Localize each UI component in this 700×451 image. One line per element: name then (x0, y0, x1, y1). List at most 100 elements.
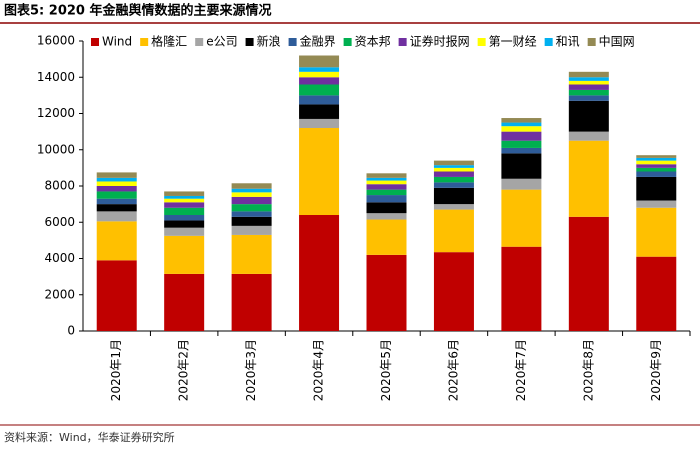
bar-segment (366, 180, 407, 185)
bar-segment (299, 55, 340, 68)
x-tick-label: 2020年4月 (312, 339, 326, 401)
bar-segment (501, 178, 542, 190)
bar-segment (231, 225, 272, 235)
bar-segment (501, 131, 542, 141)
bar-segment (164, 198, 205, 203)
bar-segment (231, 188, 272, 193)
legend-swatch (288, 38, 297, 46)
bar-segment (164, 207, 205, 215)
bar-segment (366, 189, 407, 196)
bar-segment (568, 84, 609, 90)
bar-segment (299, 77, 340, 85)
bar-segment (501, 126, 542, 132)
bar-segment (568, 89, 609, 96)
bar-segment (433, 204, 474, 210)
bar-segment (501, 122, 542, 127)
y-tick-label: 2000 (44, 287, 75, 301)
bar-segment (433, 165, 474, 168)
source-note: 资料来源：Wind，华泰证券研究所 (4, 430, 175, 444)
y-tick-label: 6000 (44, 215, 75, 229)
bar-segment (96, 260, 137, 331)
bar-segment (164, 191, 205, 196)
legend-label: 新浪 (257, 34, 281, 49)
x-tick-label: 2020年8月 (581, 339, 595, 401)
bar-segment (299, 215, 340, 331)
bar-segment (433, 187, 474, 205)
bar-segment (96, 186, 137, 192)
legend-label: 金融界 (300, 34, 336, 49)
bar-segment (366, 254, 407, 331)
legend-label: 和讯 (556, 35, 580, 49)
bar-segment (568, 77, 609, 81)
bar-segment (366, 195, 407, 203)
legend-swatch (398, 38, 407, 46)
bar-segment (433, 182, 474, 188)
bar-segment (96, 211, 137, 222)
legend-swatch (91, 38, 99, 46)
bar-segment (433, 171, 474, 177)
bar-segment (636, 200, 677, 208)
bar-segment (568, 140, 609, 217)
bar-segment (299, 84, 340, 96)
bar-segment (366, 202, 407, 214)
bar-segment (164, 220, 205, 228)
bar-segment (636, 207, 677, 257)
legend-swatch (140, 38, 149, 46)
legend-swatch (587, 38, 596, 46)
legend-label: 第一财经 (489, 35, 537, 49)
legend-swatch (343, 38, 352, 46)
x-tick-label: 2020年7月 (514, 339, 528, 401)
bar-segment (231, 234, 272, 274)
bar-segment (433, 176, 474, 183)
bar-segment (96, 198, 137, 205)
bar-segment (164, 202, 205, 208)
x-tick-label: 2020年5月 (379, 339, 393, 401)
x-tick-label: 2020年3月 (244, 339, 258, 401)
y-tick-label: 8000 (44, 179, 75, 193)
bar-segment (636, 171, 677, 177)
bar-segment (568, 80, 609, 85)
bar-segment (501, 140, 542, 148)
bar-segment (568, 100, 609, 132)
bar-segment (96, 191, 137, 199)
bar-segment (231, 273, 272, 331)
bar-segment (366, 177, 407, 181)
bar-segment (501, 118, 542, 123)
y-tick-label: 14000 (37, 70, 75, 84)
x-tick-label: 2020年2月 (177, 339, 191, 401)
legend-label: 中国网 (599, 34, 635, 49)
legend-swatch (245, 38, 254, 46)
bar-segment (366, 173, 407, 178)
bar-segment (164, 215, 205, 221)
legend-label: e公司 (206, 35, 237, 49)
bar-segment (299, 95, 340, 105)
bar-segment (433, 252, 474, 331)
legend-label: Wind (102, 35, 132, 49)
bar-segment (501, 246, 542, 331)
bar-segment (299, 104, 340, 119)
y-tick-label: 0 (67, 324, 75, 338)
x-tick-label: 2020年9月 (649, 339, 663, 401)
bar-segment (636, 160, 677, 165)
bar-segment (299, 71, 340, 78)
bar-segment (231, 204, 272, 212)
bar-segment (231, 192, 272, 197)
bar-segment (366, 219, 407, 255)
bar-segment (299, 67, 340, 72)
bar-segment (636, 176, 677, 201)
bar-segment (96, 172, 137, 178)
bar-segment (164, 273, 205, 331)
bar-segment (164, 195, 205, 199)
chart-title: 图表5: 2020 年金融舆情数据的主要来源情况 (4, 3, 271, 19)
bar-segment (96, 204, 137, 212)
legend-label: 资本邦 (355, 35, 391, 49)
y-tick-label: 16000 (37, 34, 75, 48)
bar-segment (433, 209, 474, 253)
bar-segment (96, 221, 137, 261)
bar-segment (501, 189, 542, 247)
bar-segment (299, 128, 340, 215)
bar-segment (636, 164, 677, 168)
bar-segment (231, 183, 272, 189)
bar-segment (501, 147, 542, 154)
